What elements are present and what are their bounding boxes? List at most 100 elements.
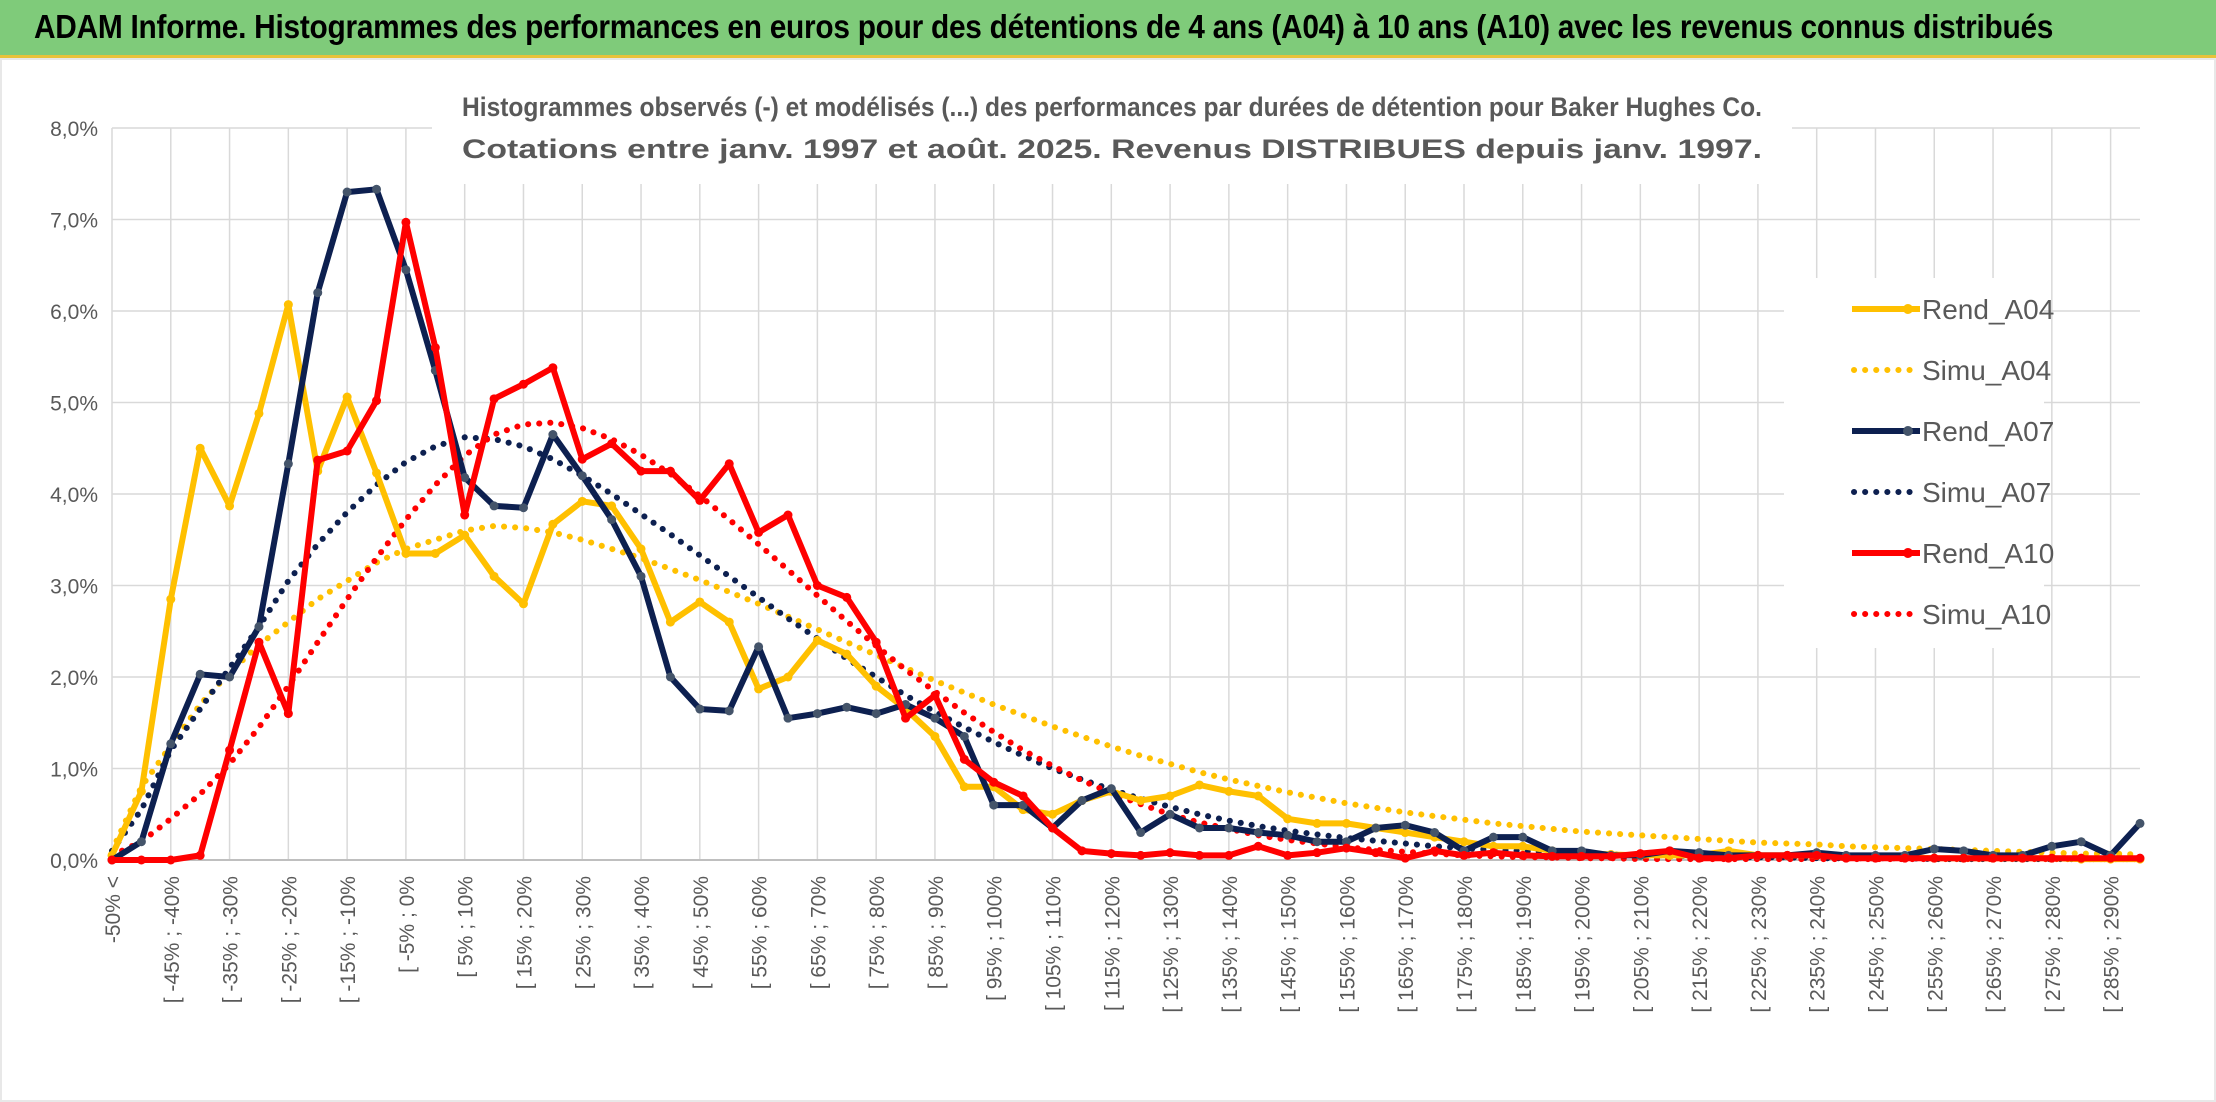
point-rend-a07 — [254, 622, 264, 632]
point-rend-a04 — [195, 443, 205, 453]
point-rend-a10 — [489, 394, 499, 404]
point-rend-a10 — [1341, 843, 1351, 853]
point-rend-a10 — [1488, 848, 1498, 858]
point-rend-a10 — [1724, 853, 1734, 863]
x-tick-label: [ -45% ; -40% — [161, 876, 184, 1003]
point-rend-a07 — [489, 501, 499, 511]
legend-swatch-simu-a07 — [1851, 489, 1922, 495]
point-rend-a07 — [283, 459, 293, 469]
point-rend-a10 — [665, 466, 675, 476]
chart-subtitle: Cotations entre janv. 1997 et août. 2025… — [462, 134, 1762, 164]
x-tick-label: [ 45% ; 50% — [690, 876, 713, 989]
chart-svg: 0,0% 1,0% 2,0% 3,0% 4,0% 5,0% 6,0% 7,0% 8,0% -50%… — [50, 82, 2145, 1013]
point-rend-a10 — [1077, 846, 1087, 856]
x-tick-label: [ 255% ; 260% — [1924, 876, 1947, 1013]
point-rend-a04 — [1283, 814, 1293, 824]
point-rend-a07 — [1959, 846, 1969, 856]
point-rend-a04 — [636, 544, 646, 554]
point-rend-a10 — [1312, 848, 1322, 858]
series-line-simu-a10 — [109, 419, 2143, 863]
x-tick-label: [ 95% ; 100% — [984, 876, 1007, 1001]
legend-label-rend-a10: Rend_A10 — [1922, 538, 2055, 569]
legend-swatch-simu-a04 — [1851, 367, 1922, 373]
chart-legend: Rend_A04 Simu_A04 Rend_A07 Simu_A07 — [1784, 278, 2054, 648]
point-rend-a04 — [518, 599, 528, 609]
point-rend-a07 — [959, 731, 969, 741]
x-tick-label: [ 205% ; 210% — [1630, 876, 1653, 1013]
x-tick-label: [ 85% ; 90% — [925, 876, 948, 989]
point-rend-a10 — [1606, 851, 1616, 861]
point-rend-a10 — [901, 713, 911, 723]
point-rend-a10 — [548, 363, 558, 373]
point-rend-a07 — [607, 515, 617, 525]
point-rend-a10 — [2047, 853, 2057, 863]
report-banner: ADAM Informe. Histogrammes des performan… — [0, 0, 2216, 58]
x-tick-label: [ -15% ; -10% — [337, 876, 360, 1003]
point-rend-a04 — [695, 597, 705, 607]
legend-label-simu-a10: Simu_A10 — [1922, 599, 2052, 630]
x-tick-label: [ 225% ; 230% — [1748, 876, 1771, 1013]
point-rend-a10 — [1165, 848, 1175, 858]
point-rend-a04 — [1253, 791, 1263, 801]
point-rend-a04 — [1224, 786, 1234, 796]
point-rend-a07 — [695, 704, 705, 714]
x-tick-label: [ 35% ; 40% — [631, 876, 654, 989]
legend-label-rend-a07: Rend_A07 — [1922, 416, 2055, 447]
point-rend-a04 — [1165, 791, 1175, 801]
point-rend-a07 — [577, 471, 587, 481]
point-rend-a07 — [1518, 832, 1528, 842]
point-rend-a10 — [1283, 850, 1293, 860]
x-tick-label: [ -25% ; -20% — [278, 876, 301, 1003]
point-rend-a07 — [1488, 832, 1498, 842]
point-rend-a10 — [1841, 853, 1851, 863]
point-rend-a10 — [518, 379, 528, 389]
x-tick-label: [ 265% ; 270% — [1983, 876, 2006, 1013]
legend-swatch-rend-a04 — [1852, 304, 1920, 314]
point-rend-a10 — [577, 454, 587, 464]
legend-item-rend-a07: Rend_A07 — [1784, 412, 2054, 452]
point-rend-a10 — [754, 527, 764, 537]
point-rend-a04 — [930, 731, 940, 741]
point-rend-a07 — [1312, 837, 1322, 847]
point-rend-a10 — [1929, 853, 1939, 863]
point-rend-a10 — [607, 439, 617, 449]
point-rend-a10 — [1959, 853, 1969, 863]
point-rend-a10 — [372, 396, 382, 406]
point-rend-a04 — [1488, 841, 1498, 851]
legend-label-simu-a07: Simu_A07 — [1922, 477, 2052, 508]
point-rend-a10 — [812, 581, 822, 590]
point-rend-a10 — [695, 495, 705, 505]
y-tick-label: 4,0% — [50, 484, 98, 507]
point-rend-a04 — [1459, 837, 1469, 847]
point-rend-a07 — [1106, 784, 1116, 794]
point-rend-a07 — [460, 473, 470, 483]
point-rend-a07 — [1077, 796, 1087, 806]
x-tick-label: [ 275% ; 280% — [2042, 876, 2065, 1013]
point-rend-a07 — [1929, 844, 1939, 854]
point-rend-a10 — [724, 459, 734, 469]
point-rend-a10 — [1547, 851, 1557, 861]
point-rend-a10 — [1988, 853, 1998, 863]
point-rend-a04 — [1518, 841, 1528, 851]
point-rend-a10 — [1870, 853, 1880, 863]
point-rend-a10 — [1106, 849, 1116, 859]
x-tick-label: [ 155% ; 160% — [1336, 876, 1359, 1013]
x-tick-label: [ 55% ; 60% — [749, 876, 772, 989]
x-tick-label: [ -35% ; -30% — [220, 876, 243, 1003]
point-rend-a04 — [871, 681, 881, 691]
legend-swatch-rend-a07 — [1852, 426, 1920, 436]
x-tick-label: [ 285% ; 290% — [2101, 876, 2124, 1013]
point-rend-a07 — [842, 702, 852, 712]
point-rend-a10 — [1430, 846, 1440, 856]
series-line-rend-a10 — [109, 219, 2143, 863]
point-rend-a04 — [401, 548, 411, 558]
point-rend-a04 — [754, 684, 764, 694]
x-tick-label: [ 145% ; 150% — [1278, 876, 1301, 1013]
point-rend-a07 — [518, 503, 528, 513]
point-rend-a10 — [254, 637, 264, 647]
point-rend-a07 — [313, 288, 323, 298]
point-rend-a10 — [1371, 848, 1381, 858]
point-rend-a10 — [1577, 851, 1587, 861]
y-tick-label: 5,0% — [50, 393, 98, 416]
x-tick-label: [ 5% ; 10% — [455, 876, 478, 978]
